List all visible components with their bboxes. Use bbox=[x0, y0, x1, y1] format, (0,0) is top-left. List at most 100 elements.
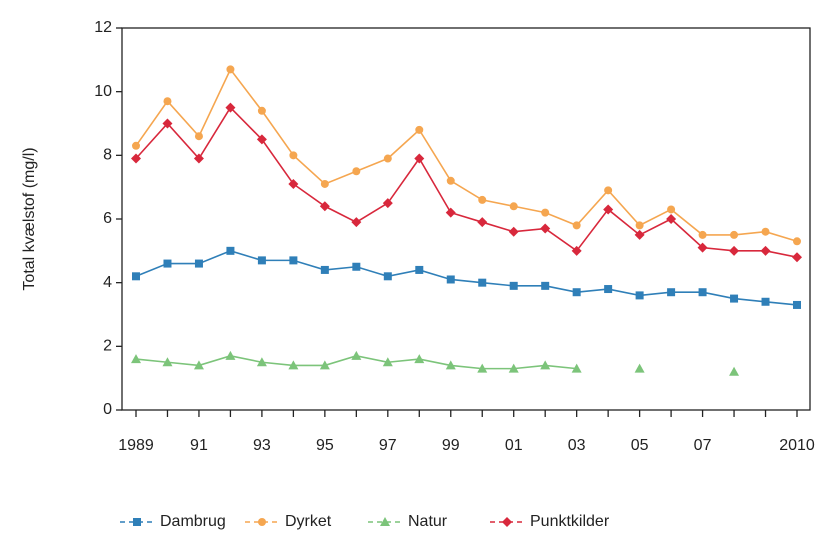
data-point bbox=[132, 141, 140, 150]
data-point bbox=[634, 229, 645, 240]
data-point bbox=[761, 227, 770, 236]
data-point bbox=[225, 102, 236, 113]
y-tick-label: 12 bbox=[94, 19, 112, 36]
data-point bbox=[415, 125, 424, 134]
series-line bbox=[136, 356, 734, 372]
legend-label: Dyrket bbox=[285, 513, 332, 530]
data-point bbox=[478, 278, 487, 287]
legend-label: Punktkilder bbox=[530, 513, 610, 530]
data-point bbox=[131, 354, 141, 364]
data-point bbox=[225, 350, 236, 360]
x-tick-label: 91 bbox=[190, 437, 208, 454]
data-point bbox=[478, 195, 487, 204]
data-point bbox=[383, 154, 392, 163]
data-point bbox=[351, 350, 362, 360]
data-point bbox=[131, 153, 141, 164]
data-point bbox=[761, 297, 770, 306]
data-point bbox=[445, 360, 456, 370]
data-point bbox=[666, 214, 677, 224]
data-point bbox=[729, 245, 740, 256]
data-point bbox=[382, 198, 393, 209]
x-tick-label: 05 bbox=[631, 437, 649, 454]
data-point bbox=[446, 176, 455, 185]
data-point bbox=[226, 65, 235, 74]
data-point bbox=[604, 186, 613, 195]
data-point bbox=[163, 259, 172, 268]
data-point bbox=[414, 153, 425, 164]
plot-frame bbox=[121, 27, 811, 411]
data-point bbox=[760, 245, 771, 256]
data-point bbox=[572, 288, 581, 297]
data-point bbox=[667, 205, 676, 214]
x-tick-label: 93 bbox=[253, 437, 271, 454]
data-point bbox=[477, 363, 488, 373]
legend-marker bbox=[502, 517, 512, 527]
data-point bbox=[256, 357, 267, 367]
data-point bbox=[351, 217, 362, 228]
data-point bbox=[540, 360, 551, 370]
series-line bbox=[135, 67, 798, 243]
data-point bbox=[257, 256, 266, 265]
y-tick-label: 6 bbox=[103, 210, 112, 227]
data-point bbox=[226, 246, 235, 255]
legend-label: Natur bbox=[408, 513, 448, 530]
data-point bbox=[352, 262, 361, 271]
data-point bbox=[698, 288, 707, 297]
y-axis-label: Total kvælstof (mg/l) bbox=[21, 147, 38, 290]
x-tick-label: 2010 bbox=[779, 437, 815, 454]
data-point bbox=[132, 272, 140, 281]
data-point bbox=[288, 360, 299, 370]
legend-label: Dambrug bbox=[160, 513, 226, 530]
x-tick-label: 01 bbox=[505, 437, 523, 454]
y-tick-label: 2 bbox=[103, 338, 112, 355]
data-point bbox=[445, 207, 456, 218]
x-tick-label: 1989 bbox=[118, 437, 154, 454]
series-line bbox=[135, 106, 798, 258]
data-point bbox=[319, 201, 330, 212]
data-point bbox=[194, 132, 203, 141]
y-tick-label: 0 bbox=[103, 401, 112, 418]
data-point bbox=[793, 237, 801, 246]
data-point bbox=[697, 242, 708, 253]
data-point bbox=[415, 265, 424, 274]
data-point bbox=[382, 357, 393, 367]
data-point bbox=[604, 285, 613, 294]
data-point bbox=[698, 230, 707, 239]
data-point bbox=[162, 357, 173, 367]
data-point bbox=[635, 221, 644, 230]
data-point bbox=[572, 221, 581, 230]
x-tick-label: 07 bbox=[694, 437, 712, 454]
x-tick-label: 97 bbox=[379, 437, 397, 454]
data-point bbox=[320, 179, 329, 188]
data-point bbox=[194, 259, 203, 268]
legend-marker bbox=[380, 517, 390, 526]
series-line bbox=[135, 249, 798, 306]
data-point bbox=[163, 97, 172, 106]
data-point bbox=[288, 178, 299, 189]
data-point bbox=[289, 256, 298, 265]
data-point bbox=[414, 354, 425, 364]
data-point bbox=[508, 363, 519, 373]
x-tick-label: 99 bbox=[442, 437, 460, 454]
legend-marker bbox=[133, 518, 141, 526]
data-point bbox=[792, 252, 802, 263]
data-point bbox=[571, 245, 582, 256]
data-point bbox=[603, 204, 614, 215]
data-point bbox=[667, 288, 676, 297]
data-point bbox=[729, 366, 740, 376]
x-tick-label: 03 bbox=[568, 437, 586, 454]
data-point bbox=[162, 118, 173, 129]
data-point bbox=[541, 281, 550, 290]
data-point bbox=[320, 265, 329, 274]
data-point bbox=[541, 208, 550, 217]
data-point bbox=[289, 151, 298, 160]
y-tick-label: 10 bbox=[94, 83, 112, 100]
data-point bbox=[256, 134, 267, 145]
data-point bbox=[730, 230, 739, 239]
data-point bbox=[257, 106, 266, 115]
data-point bbox=[383, 272, 392, 281]
data-point bbox=[509, 281, 518, 290]
y-tick-label: 4 bbox=[103, 274, 112, 291]
data-point bbox=[635, 291, 644, 300]
